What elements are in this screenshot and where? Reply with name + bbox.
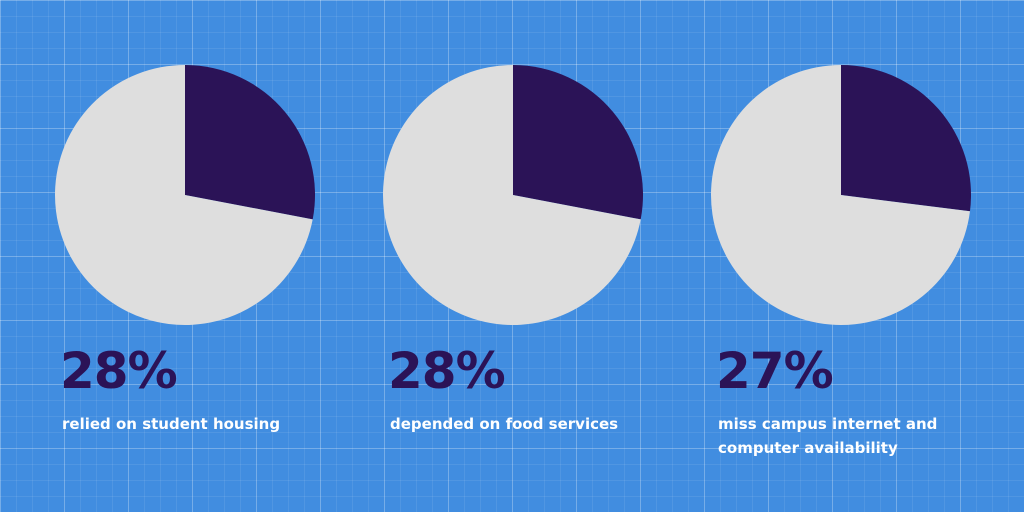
pie-slice-share xyxy=(513,65,643,220)
pie-slice-share xyxy=(841,65,971,212)
pie-chart-food xyxy=(383,65,643,325)
pie-chart-internet xyxy=(711,65,971,325)
pie-slice-share xyxy=(185,65,315,220)
stat-caption-housing: relied on student housing xyxy=(62,415,281,433)
stat-panel-food: 28% depended on food services xyxy=(382,0,702,512)
stat-panel-housing: 28% relied on student housing xyxy=(54,0,374,512)
stat-caption-internet: miss campus internet and computer availa… xyxy=(718,415,938,457)
pie-slice-remainder xyxy=(383,65,641,325)
pie-slice-remainder xyxy=(54,65,313,325)
pie-slice-remainder xyxy=(711,65,970,325)
stat-percentage-housing: 28% xyxy=(60,342,178,400)
stat-percentage-food: 28% xyxy=(388,342,506,400)
stat-percentage-internet: 27% xyxy=(716,342,834,400)
pie-chart-housing xyxy=(54,65,315,325)
stat-panel-internet: 27% miss campus internet and computer av… xyxy=(710,0,1024,512)
stat-caption-food: depended on food services xyxy=(390,415,619,433)
